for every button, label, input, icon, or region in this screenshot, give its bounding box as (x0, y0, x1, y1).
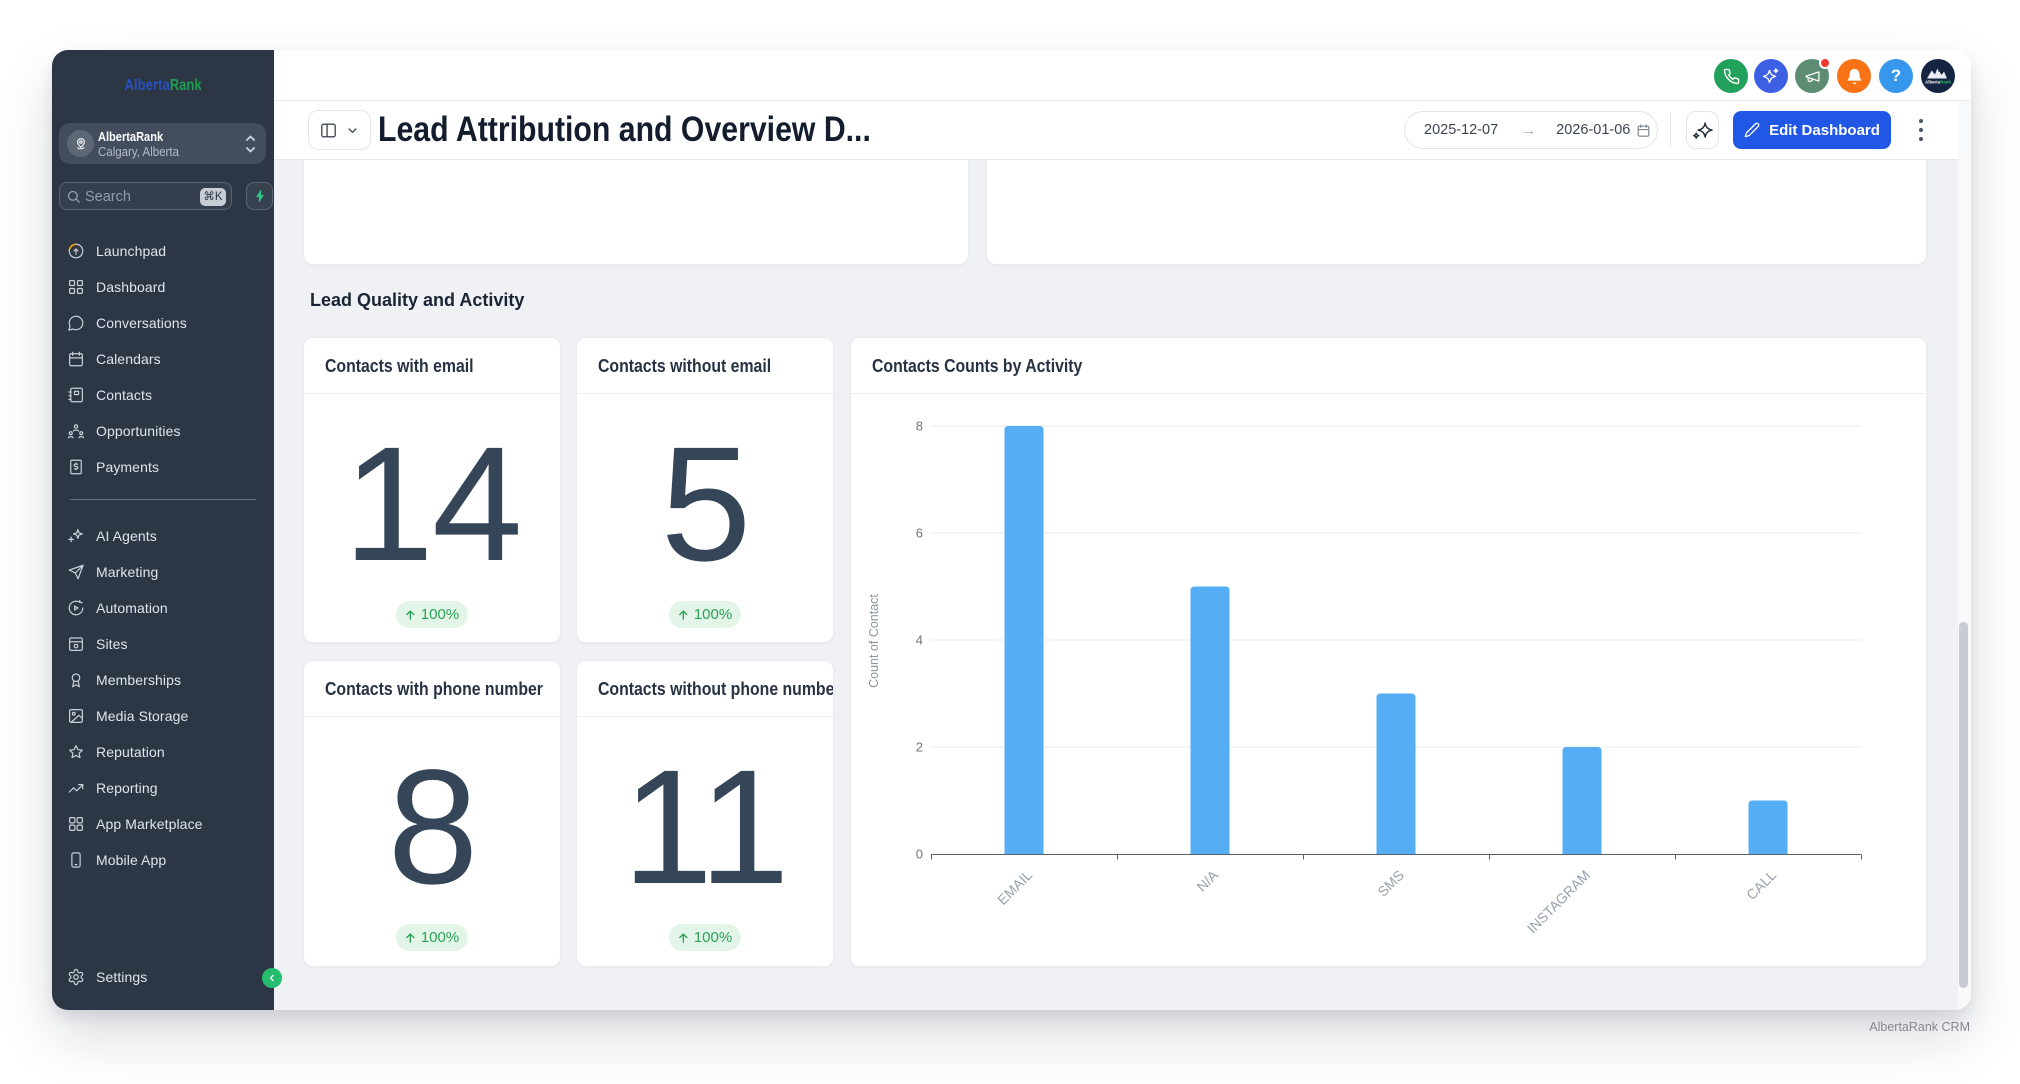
svg-text:SMS: SMS (1374, 867, 1407, 900)
svg-text:INSTAGRAM: INSTAGRAM (1524, 867, 1593, 936)
svg-text:6: 6 (916, 526, 923, 541)
svg-text:Count of Contact: Count of Contact (867, 594, 881, 688)
svg-text:2: 2 (916, 740, 923, 755)
svg-text:AlbertaRank: AlbertaRank (1925, 80, 1951, 85)
svg-text:8: 8 (916, 419, 923, 434)
svg-text:N/A: N/A (1193, 866, 1221, 894)
svg-text:0: 0 (916, 847, 923, 862)
svg-text:EMAIL: EMAIL (994, 867, 1035, 908)
svg-text:CALL: CALL (1743, 867, 1779, 903)
svg-text:4: 4 (916, 633, 923, 648)
